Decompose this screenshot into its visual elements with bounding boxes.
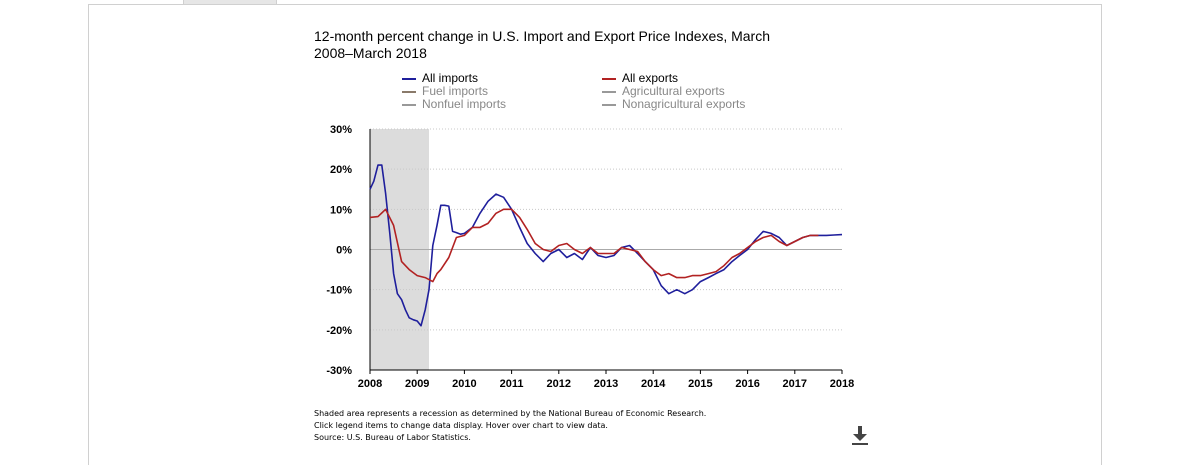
- legend-item-nonagricultural-exports[interactable]: Nonagricultural exports: [602, 98, 745, 111]
- legend-item-agricultural-exports[interactable]: Agricultural exports: [602, 85, 745, 98]
- x-tick-label: 2014: [641, 378, 666, 390]
- download-icon: [852, 426, 868, 445]
- legend-item-all-imports[interactable]: All imports: [402, 72, 506, 85]
- y-tick-label: 0%: [336, 245, 352, 257]
- line-chart[interactable]: 30% 20% 10% 0% -10% -20% -30% 2008 2009 2010 2011 2…: [300, 118, 870, 403]
- series-line-all-exports: [369, 208, 819, 283]
- footnote-instructions: Click legend items to change data displa…: [314, 421, 608, 430]
- legend-swatch: [402, 90, 416, 93]
- chart-title: 12-month percent change in U.S. Import a…: [314, 28, 771, 61]
- legend-label: All imports: [422, 71, 479, 85]
- legend-exports: All exports Agricultural exports Nonagri…: [602, 72, 745, 111]
- legend-swatch: [602, 77, 616, 80]
- footnote-recession: Shaded area represents a recession as de…: [314, 409, 707, 418]
- legend-swatch: [402, 103, 416, 106]
- y-tick-label: 20%: [330, 164, 352, 176]
- legend-label: All exports: [622, 71, 679, 85]
- legend-item-all-exports[interactable]: All exports: [602, 72, 745, 85]
- legend-swatch: [602, 90, 616, 93]
- footnotes: Shaded area represents a recession as de…: [314, 408, 706, 444]
- x-tick-label: 2013: [594, 378, 618, 390]
- x-tick-label: 2015: [688, 378, 712, 390]
- chart-panel: [88, 4, 1102, 465]
- y-tick-label: -30%: [326, 365, 352, 377]
- legend-label: Nonfuel imports: [422, 97, 507, 111]
- legend-item-nonfuel-imports[interactable]: Nonfuel imports: [402, 98, 506, 111]
- legend-swatch: [602, 103, 616, 106]
- legend-label: Nonagricultural exports: [622, 97, 746, 111]
- x-tick-label: 2017: [783, 378, 807, 390]
- series-line-all-imports: [369, 164, 843, 327]
- x-tick-label: 2016: [735, 378, 759, 390]
- legend-label: Agricultural exports: [622, 84, 725, 98]
- footnote-source: Source: U.S. Bureau of Labor Statistics.: [314, 433, 471, 442]
- x-tick-label: 2010: [452, 378, 476, 390]
- x-tick-label: 2011: [500, 378, 524, 390]
- legend-label: Fuel imports: [422, 84, 489, 98]
- x-tick-label: 2018: [830, 378, 854, 390]
- y-tick-label: 30%: [330, 124, 352, 136]
- x-tick-label: 2012: [547, 378, 571, 390]
- y-tick-label: 10%: [330, 204, 352, 216]
- x-tick-label: 2009: [405, 378, 429, 390]
- legend-swatch: [402, 77, 416, 80]
- legend-item-fuel-imports[interactable]: Fuel imports: [402, 85, 506, 98]
- y-tick-label: -20%: [326, 325, 352, 337]
- download-button[interactable]: [850, 424, 870, 446]
- legend-imports: All imports Fuel imports Nonfuel imports: [402, 72, 506, 111]
- tab-stub[interactable]: [183, 0, 277, 5]
- x-tick-label: 2008: [358, 378, 382, 390]
- y-tick-label: -10%: [326, 285, 352, 297]
